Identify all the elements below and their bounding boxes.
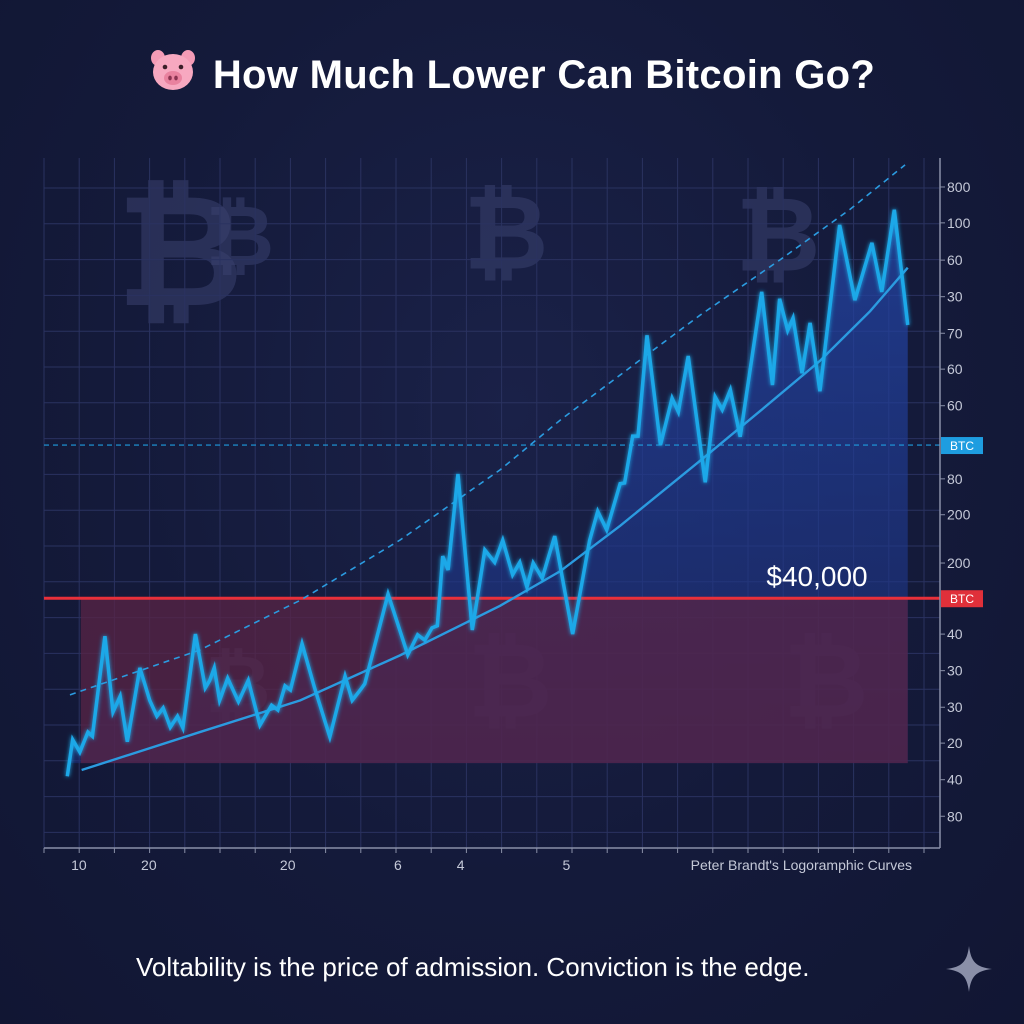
y-tick-label: 60 (947, 398, 963, 414)
reference-lines (44, 444, 940, 600)
y-tick-label: 40 (947, 772, 963, 788)
axes (43, 158, 941, 853)
y-tick-label: 60 (947, 361, 963, 377)
x-tick-label: 10 (71, 857, 87, 873)
y-tick-label: 200 (947, 507, 971, 523)
y-tick-label: 800 (947, 179, 971, 195)
btc-tag-red: BTC (941, 590, 983, 608)
bitcoin-watermark-icon: ₿ (736, 173, 821, 295)
y-axis-ticks: 800 100 60 30 70 60 60 80 200 200 40 30 30 20 40 80 (940, 179, 971, 824)
btc-tag-bg (941, 590, 983, 608)
y-tick-label: 30 (947, 289, 963, 305)
y-tick-label: 200 (947, 555, 971, 571)
title-text: How Much Lower Can Bitcoin Go? (212, 53, 876, 97)
y-tick-label: 60 (947, 252, 963, 268)
x-axis-ticks: 10 20 20 6 4 5 Peter Brandt's Logoramphic Curv… (71, 857, 912, 873)
btc-tag-blue: BTC (941, 437, 983, 455)
support-price-annotation: $40,000 (766, 561, 867, 592)
x-tick-label: 6 (394, 857, 402, 873)
y-tick-label: 80 (947, 471, 963, 487)
y-tick-label: 100 (947, 215, 971, 231)
price-tags: BTC $40,000 BTC (766, 437, 983, 608)
footer-caption: Voltability is the price of admission. C… (136, 952, 810, 982)
series-lines (65, 164, 910, 777)
page-title: How Much Lower Can Bitcoin Go? (0, 48, 1024, 102)
y-tick-label: 70 (947, 325, 963, 341)
y-tick-label: 20 (947, 735, 963, 751)
x-tick-label: 20 (141, 857, 157, 873)
support-zone-fill (80, 598, 908, 764)
btc-tag-label: BTC (950, 439, 974, 453)
y-tick-label: 80 (947, 808, 963, 824)
btc-tag-bg (941, 437, 983, 455)
x-axis-title: Peter Brandt's Logoramphic Curves (691, 857, 912, 873)
y-tick-label: 30 (947, 699, 963, 715)
sparkle-icon (944, 944, 994, 994)
x-tick-label: 5 (562, 857, 570, 873)
support-zone (80, 598, 908, 764)
log-trend-line (81, 266, 909, 772)
upper-curve-dashed (69, 164, 906, 696)
bitcoin-watermark-icon: ₿ (464, 171, 549, 293)
price-line (65, 209, 910, 777)
bitcoin-watermark-icon: ₿ (116, 160, 243, 342)
pig-face-icon (149, 48, 197, 102)
x-tick-label: 4 (457, 857, 465, 873)
y-tick-label: 40 (947, 626, 963, 642)
bitcoin-watermark-icon: ₿ (206, 187, 274, 285)
y-tick-label: 30 (947, 663, 963, 679)
x-tick-label: 20 (280, 857, 296, 873)
btc-tag-label: BTC (950, 592, 974, 606)
